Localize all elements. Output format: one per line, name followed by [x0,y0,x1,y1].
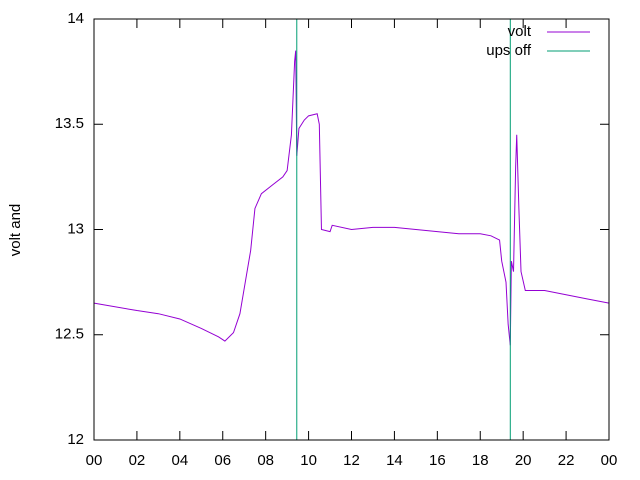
x-tick-label: 00 [86,452,103,469]
x-tick-label: 20 [515,452,532,469]
x-tick-label: 10 [300,452,317,469]
y-axis-label: volt and [7,204,24,257]
x-tick-label: 06 [214,452,231,469]
y-tick-label: 13.5 [55,115,84,132]
x-tick-label: 00 [601,452,618,469]
x-tick-label: 12 [343,452,360,469]
x-tick-label: 14 [386,452,403,469]
x-tick-label: 16 [429,452,446,469]
legend-label: volt [508,23,532,40]
y-tick-label: 12.5 [55,326,84,343]
x-tick-label: 08 [257,452,274,469]
plot-border [93,18,610,441]
x-tick-label: 02 [129,452,146,469]
line-series [93,50,610,346]
x-tick-label: 04 [171,452,188,469]
y-tick-label: 12 [67,431,84,448]
x-tick-label: 22 [558,452,575,469]
y-tick-label: 13 [67,220,84,237]
x-tick-label: 18 [472,452,489,469]
legend-label: ups off [486,42,532,59]
y-tick-label: 14 [67,10,84,27]
